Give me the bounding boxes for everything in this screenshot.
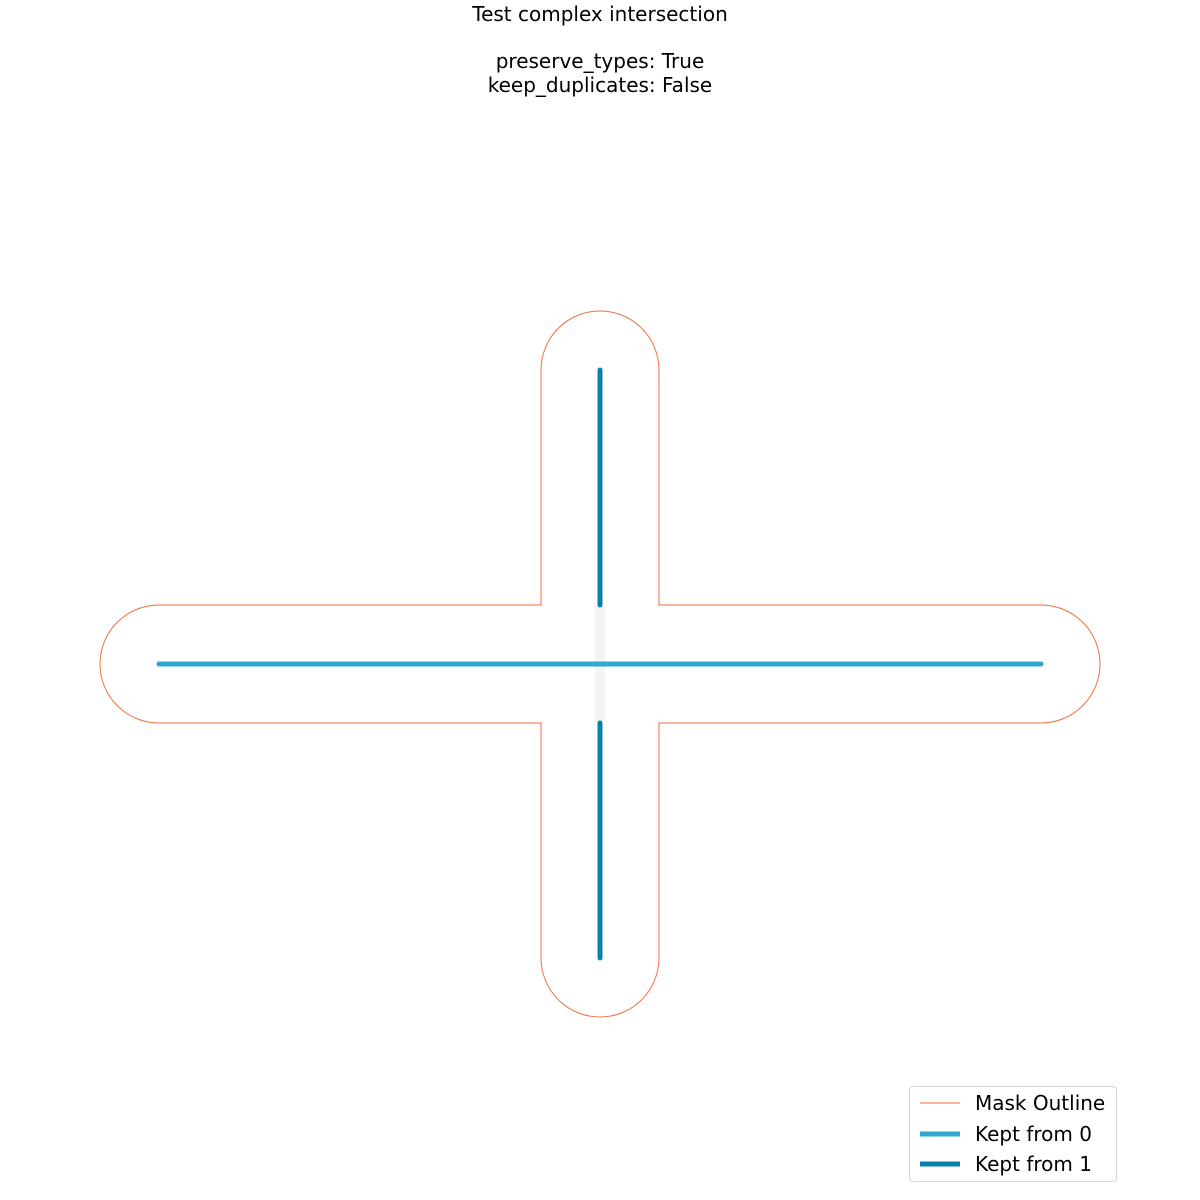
- title-line-name: Test complex intersection: [472, 2, 728, 26]
- legend-label-mask-outline: Mask Outline: [975, 1091, 1106, 1115]
- legend-label-kept-from-1: Kept from 1: [975, 1152, 1092, 1176]
- plot-title: Test complex intersection preserve_types…: [0, 2, 1200, 97]
- legend-item-mask-outline: Mask Outline: [910, 1090, 1115, 1116]
- kept-from-1-swatch: [920, 1161, 960, 1167]
- kept-from-0-swatch: [920, 1131, 960, 1137]
- legend: Mask Outline Kept from 0 Kept from 1: [909, 1086, 1117, 1182]
- legend-label-kept-from-0: Kept from 0: [975, 1122, 1092, 1146]
- legend-item-kept-from-0: Kept from 0: [910, 1121, 1115, 1147]
- mask-outline: [99, 310, 1101, 1018]
- mask-outline-swatch: [920, 1102, 960, 1104]
- title-line-preserve-types: preserve_types: True: [495, 49, 705, 73]
- legend-item-kept-from-1: Kept from 1: [910, 1151, 1115, 1177]
- title-line-keep-duplicates: keep_duplicates: False: [487, 73, 713, 97]
